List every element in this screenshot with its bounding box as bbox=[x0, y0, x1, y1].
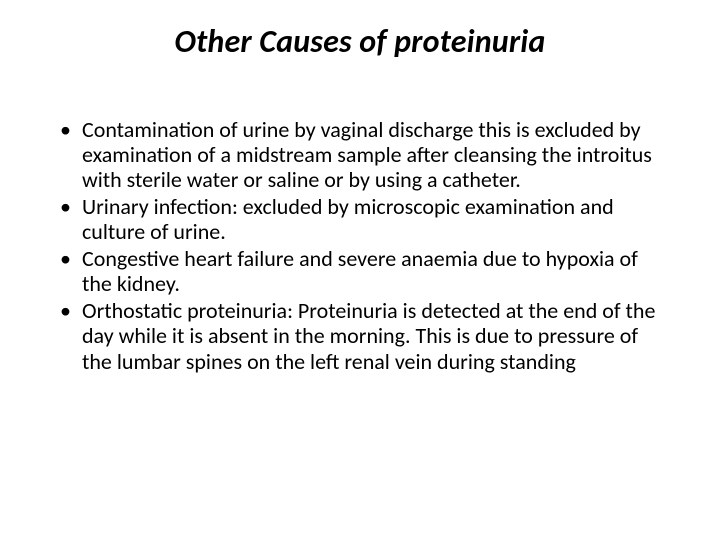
list-item: Orthostatic proteinuria: Proteinuria is … bbox=[56, 298, 664, 373]
list-item: Urinary infection: excluded by microscop… bbox=[56, 194, 664, 244]
list-item: Congestive heart failure and severe anae… bbox=[56, 246, 664, 296]
list-item: Contamination of urine by vaginal discha… bbox=[56, 117, 664, 192]
slide-container: Other Causes of proteinuria Contaminatio… bbox=[0, 0, 720, 540]
slide-title: Other Causes of proteinuria bbox=[56, 24, 664, 61]
bullet-list: Contamination of urine by vaginal discha… bbox=[56, 117, 664, 374]
